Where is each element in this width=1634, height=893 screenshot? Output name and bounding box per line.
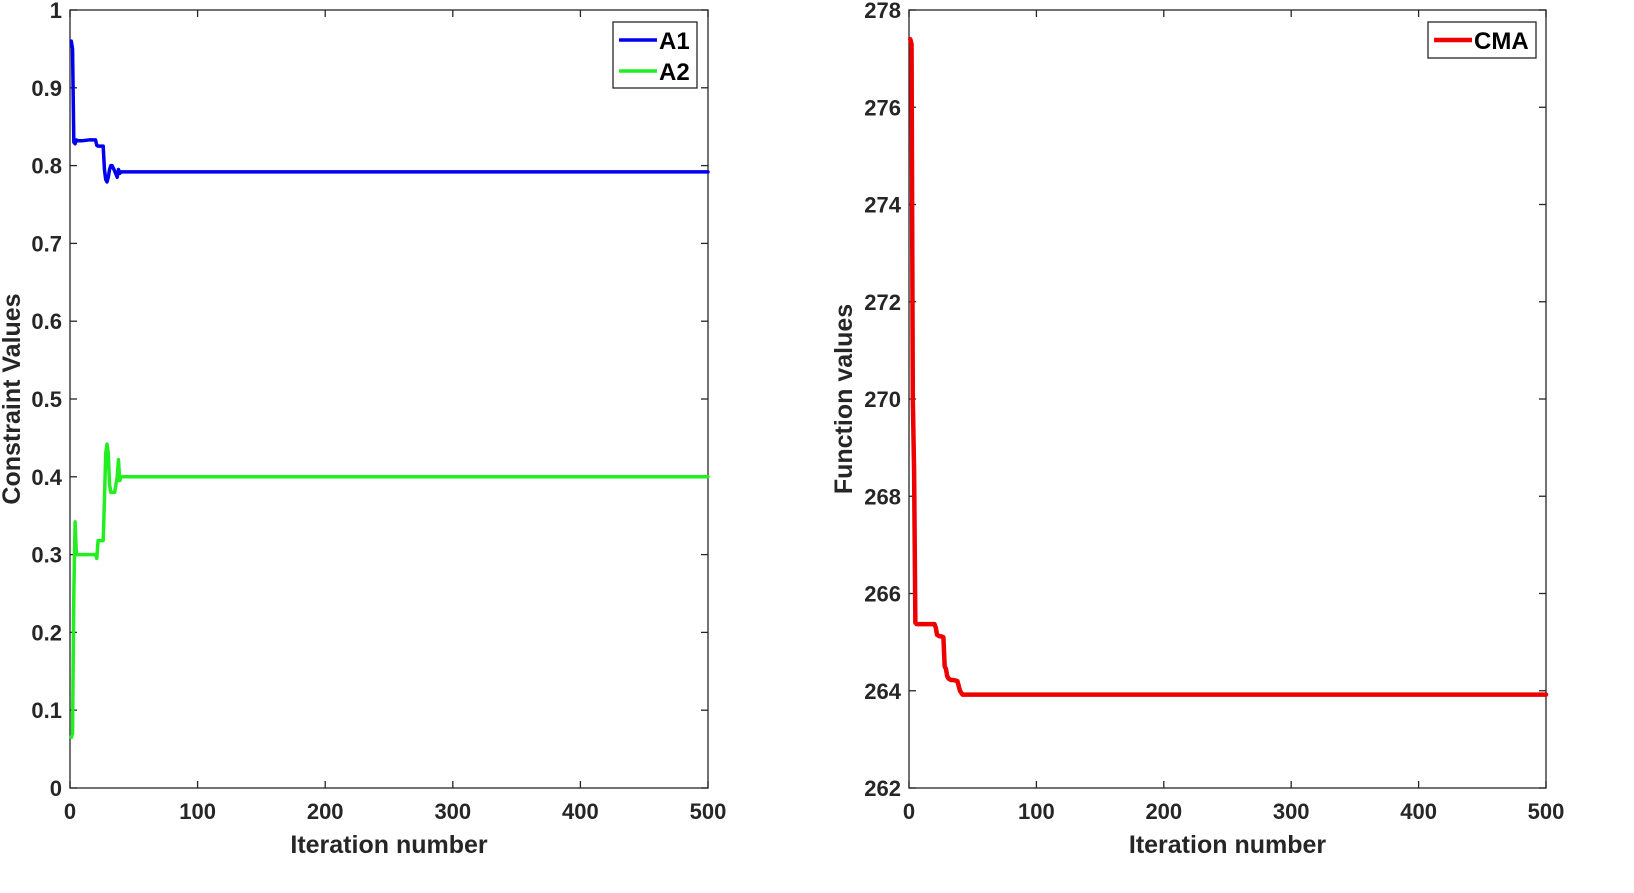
x-tick-label: 300 bbox=[1273, 799, 1310, 824]
y-tick-label: 272 bbox=[864, 290, 901, 315]
x-axis-label: Iteration number bbox=[290, 831, 488, 859]
x-tick-label: 200 bbox=[1145, 799, 1182, 824]
series-line-a1 bbox=[69, 39, 710, 184]
y-tick-label: 0.8 bbox=[31, 154, 62, 179]
legend: CMA bbox=[1427, 21, 1537, 59]
y-tick-label: 274 bbox=[864, 193, 901, 218]
y-tick-label: 0.4 bbox=[31, 465, 62, 490]
y-axis-label: Constraint Values bbox=[0, 293, 26, 504]
legend-box bbox=[612, 21, 698, 89]
x-tick-label: 100 bbox=[1018, 799, 1055, 824]
legend-label-a1: A1 bbox=[659, 28, 690, 55]
series-line-a2 bbox=[69, 442, 710, 740]
y-tick-label: 264 bbox=[864, 679, 901, 704]
x-tick-label: 300 bbox=[434, 799, 471, 824]
x-tick-label: 0 bbox=[903, 799, 915, 824]
x-axis-label: Iteration number bbox=[1129, 831, 1327, 859]
y-tick-label: 278 bbox=[864, 0, 901, 23]
series-line-cma bbox=[908, 36, 1549, 697]
y-tick-label: 266 bbox=[864, 582, 901, 607]
y-tick-label: 270 bbox=[864, 387, 901, 412]
x-tick-label: 500 bbox=[1528, 799, 1565, 824]
y-tick-label: 1 bbox=[50, 0, 62, 23]
legend-label-cma: CMA bbox=[1474, 28, 1529, 55]
y-tick-label: 0.3 bbox=[31, 543, 62, 568]
y-tick-label: 0.2 bbox=[31, 620, 62, 645]
x-tick-label: 400 bbox=[562, 799, 599, 824]
x-tick-label: 0 bbox=[64, 799, 76, 824]
legend-label-a2: A2 bbox=[659, 59, 690, 86]
y-tick-label: 0.7 bbox=[31, 231, 62, 256]
right-chart-function-values: 0 100 200 300 400 500 262 264 266 268 270 272 274 276… bbox=[830, 0, 1564, 859]
y-tick-label: 0.1 bbox=[31, 698, 62, 723]
plot-area-box bbox=[908, 9, 1547, 789]
y-tick-label: 268 bbox=[864, 484, 901, 509]
y-tick-label: 0.5 bbox=[31, 387, 62, 412]
x-tick-label: 200 bbox=[307, 799, 344, 824]
plot-area-box bbox=[69, 9, 709, 789]
y-tick-label: 262 bbox=[864, 776, 901, 801]
y-tick-label: 0.6 bbox=[31, 309, 62, 334]
left-chart-constraint-values: 0 100 200 300 400 500 0 0.1 0.2 0.3 0.4 0.5 0.6 0.7 0.… bbox=[0, 0, 726, 859]
y-tick-label: 0.9 bbox=[31, 76, 62, 101]
x-tick-label: 100 bbox=[179, 799, 216, 824]
y-axis-label: Function values bbox=[830, 304, 858, 494]
x-tick-label: 400 bbox=[1400, 799, 1437, 824]
x-tick-label: 500 bbox=[690, 799, 727, 824]
y-tick-label: 276 bbox=[864, 95, 901, 120]
y-tick-label: 0 bbox=[50, 776, 62, 801]
